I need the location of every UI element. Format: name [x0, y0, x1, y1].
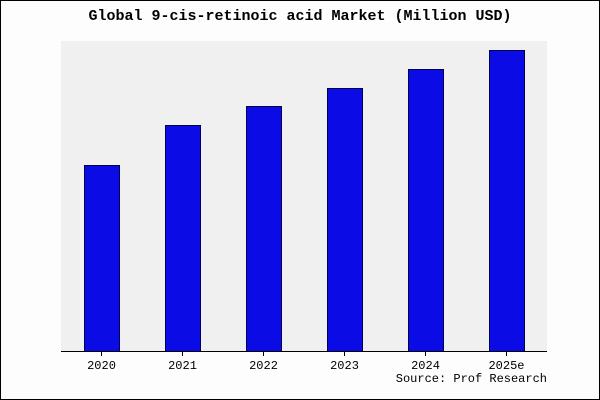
x-axis-tick: [506, 352, 507, 356]
x-tick-label: 2022: [249, 359, 278, 373]
chart-title: Global 9-cis-retinoic acid Market (Milli…: [88, 8, 512, 25]
plot-area: [61, 41, 547, 352]
x-tick-label: 2021: [168, 359, 197, 373]
bar-2023: [326, 87, 363, 351]
bar-slot: [142, 41, 223, 351]
x-axis-tick: [101, 352, 102, 356]
bar-slot: [466, 41, 547, 351]
x-axis-tick: [425, 352, 426, 356]
bar-slot: [61, 41, 142, 351]
bar-slot: [304, 41, 385, 351]
x-axis-tick: [263, 352, 264, 356]
x-label-slot: 2024: [385, 352, 466, 373]
x-axis-labels: 2020 2021 2022 2023 2024 2025e: [61, 352, 547, 373]
x-label-slot: 2025e: [466, 352, 547, 373]
x-tick-label: 2025e: [488, 359, 525, 373]
bar-slot: [223, 41, 304, 351]
bar-2025e: [488, 50, 525, 351]
bar-slot: [385, 41, 466, 351]
x-tick-label: 2024: [411, 359, 440, 373]
x-axis-tick: [182, 352, 183, 356]
x-axis-tick: [344, 352, 345, 356]
x-tick-label: 2023: [330, 359, 359, 373]
bar-2021: [164, 124, 201, 351]
bar-2024: [407, 68, 444, 351]
bar-2020: [83, 165, 120, 351]
x-label-slot: 2021: [142, 352, 223, 373]
source-text: Source: Prof Research: [395, 372, 547, 386]
bar-2022: [245, 106, 282, 351]
x-label-slot: 2023: [304, 352, 385, 373]
x-tick-label: 2020: [87, 359, 116, 373]
x-label-slot: 2022: [223, 352, 304, 373]
x-label-slot: 2020: [61, 352, 142, 373]
